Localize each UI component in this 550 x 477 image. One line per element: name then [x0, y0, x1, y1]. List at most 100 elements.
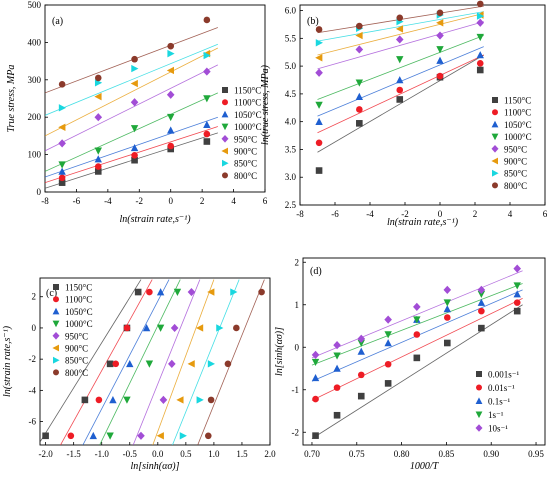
data-point	[513, 264, 522, 273]
legend-label: 1150°C	[234, 86, 261, 96]
data-point	[476, 33, 484, 42]
data-point	[224, 360, 232, 368]
y-axis-label: ln(strain rate,s⁻¹)	[2, 325, 13, 397]
y-tick-label: 0	[295, 342, 300, 352]
plot-frame	[299, 4, 546, 206]
x-tick-label: 0	[438, 209, 443, 219]
data-point	[146, 288, 153, 296]
x-tick-label: 1.0	[208, 449, 220, 459]
legend-label: 950°C	[65, 331, 88, 341]
legend-marker	[53, 284, 59, 290]
data-point	[413, 354, 421, 362]
data-point	[58, 139, 66, 148]
legend-marker	[52, 344, 59, 352]
data-point	[203, 51, 211, 60]
chart-b: -8 -6 -4 -2 0 2 4 6 2.5 3.0 3.5 4.0 4.5 5.0 5.5 6.0 ln(s…	[260, 0, 548, 228]
data-point	[357, 339, 365, 347]
data-point	[106, 360, 114, 368]
data-point	[355, 45, 364, 54]
legend-label: 900°C	[504, 157, 527, 167]
data-point	[203, 138, 211, 145]
data-point	[58, 80, 66, 88]
legend-label: 800°C	[504, 181, 527, 191]
x-tick-label: 0.90	[483, 449, 499, 459]
fit-line-1	[317, 54, 484, 134]
data-point	[145, 360, 154, 368]
data-point	[478, 324, 485, 332]
fit-line-0	[40, 279, 142, 443]
legend-marker	[491, 157, 498, 165]
legend-marker	[491, 133, 499, 141]
data-point	[131, 152, 138, 159]
data-point	[357, 371, 365, 379]
x-tick-label: 2.0	[264, 449, 276, 459]
x-tick-label: 0	[168, 196, 173, 206]
y-tick-label: 5.0	[285, 61, 297, 71]
plot-frame	[44, 4, 266, 193]
legend-label: 950°C	[504, 144, 527, 154]
data-point	[513, 290, 521, 298]
data-point	[355, 92, 364, 100]
data-point	[131, 156, 138, 164]
data-point	[195, 324, 204, 332]
panel-label: (b)	[307, 16, 319, 27]
data-point	[311, 358, 320, 367]
legend: 1150°C 1100°C 1050°C 1000°C 950°C 900°C 850°C 8…	[52, 283, 93, 378]
data-point	[166, 66, 175, 75]
data-point	[476, 0, 484, 8]
plot-frame	[39, 277, 271, 446]
legend-marker	[221, 147, 228, 155]
plot-frame	[302, 257, 546, 446]
data-point	[513, 282, 521, 290]
data-point	[131, 64, 139, 73]
legend-marker	[52, 320, 60, 328]
data-point	[333, 384, 341, 391]
chart-c: -2.0 -1.5 -1.0 -0.5 0.0 0.5 1.0 1.5 2.0 -6 -4 -2 0 2 l…	[2, 277, 276, 472]
data-point	[436, 19, 444, 27]
data-point	[384, 315, 392, 324]
fit-line-1	[311, 298, 523, 401]
legend-label: 10s⁻¹	[488, 424, 508, 434]
data-point	[170, 323, 179, 333]
data-point	[356, 120, 363, 127]
fit-line-1	[60, 279, 153, 445]
x-tick-label: -2	[401, 209, 409, 219]
data-point	[168, 359, 176, 368]
data-point	[384, 380, 392, 387]
legend-marker	[476, 371, 482, 377]
legend-marker	[53, 296, 59, 303]
data-point	[109, 395, 117, 404]
y-tick-label: 3.0	[285, 172, 297, 182]
data-point	[395, 25, 404, 33]
data-point	[58, 104, 67, 112]
data-point	[356, 106, 363, 113]
data-point	[187, 287, 196, 297]
data-point	[513, 299, 521, 306]
fit-line-4	[45, 64, 219, 152]
legend-marker	[491, 145, 499, 153]
legend-marker	[222, 99, 228, 106]
x-tick-label: -1.5	[67, 449, 82, 459]
data-point	[203, 95, 211, 103]
y-tick-label: 300	[28, 75, 42, 85]
data-point	[436, 56, 444, 64]
legend-marker	[52, 332, 60, 340]
legend-label: 850°C	[504, 169, 527, 179]
panel-label: (d)	[310, 266, 322, 277]
legend-marker	[476, 384, 482, 391]
y-tick-label: -2	[29, 354, 37, 364]
data-point	[357, 347, 365, 355]
x-tick-label: 0.85	[439, 449, 455, 459]
y-axis-label: True stress, MPa	[6, 65, 17, 133]
data-point	[396, 14, 404, 22]
data-point	[436, 46, 444, 54]
data-point	[311, 373, 320, 382]
data-point	[95, 396, 103, 404]
x-tick-label: 0.5	[180, 449, 192, 459]
y-tick-label: 1	[295, 300, 300, 310]
data-point	[513, 307, 521, 315]
data-point	[156, 324, 165, 332]
data-point	[315, 117, 323, 125]
fit-line-5	[45, 47, 219, 137]
legend-label: 1100°C	[504, 108, 531, 118]
